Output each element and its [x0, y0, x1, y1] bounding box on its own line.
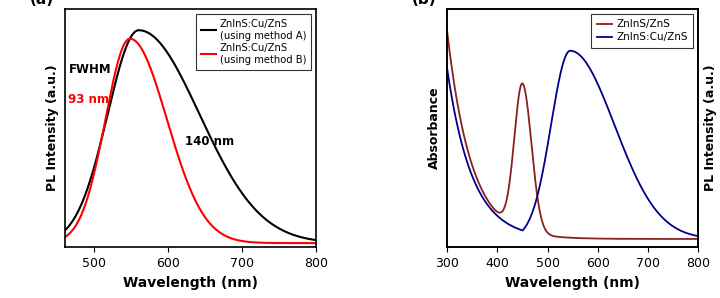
ZnInS:Cu/ZnS
(using method A) [312, 238, 320, 242]
ZnInS:Cu/ZnS [554, 79, 563, 83]
Text: (a): (a) [30, 0, 54, 7]
Text: FWHM: FWHM [68, 63, 111, 76]
ZnInS/ZnS [443, 28, 451, 32]
ZnInS/ZnS [567, 236, 575, 240]
ZnInS:Cu/ZnS [567, 49, 575, 53]
ZnInS:Cu/ZnS [443, 66, 451, 69]
ZnInS:Cu/ZnS
(using method B) [312, 241, 320, 245]
ZnInS:Cu/ZnS
(using method B) [307, 241, 315, 245]
ZnInS/ZnS [552, 235, 561, 238]
ZnInS:Cu/ZnS [552, 90, 561, 93]
Y-axis label: PL Intensity (a.u.): PL Intensity (a.u.) [46, 65, 59, 191]
ZnInS:Cu/ZnS
(using method A) [168, 58, 176, 62]
Legend: ZnInS:Cu/ZnS
(using method A), ZnInS:Cu/ZnS
(using method B): ZnInS:Cu/ZnS (using method A), ZnInS:Cu/… [196, 14, 311, 70]
ZnInS:Cu/ZnS
(using method A) [89, 168, 98, 171]
X-axis label: Wavelength (nm): Wavelength (nm) [123, 276, 258, 290]
ZnInS:Cu/ZnS
(using method A) [60, 229, 69, 232]
ZnInS:Cu/ZnS
(using method A) [307, 238, 315, 241]
ZnInS/ZnS [683, 237, 692, 241]
Text: (b): (b) [412, 0, 436, 7]
ZnInS:Cu/ZnS
(using method B) [89, 174, 98, 178]
ZnInS:Cu/ZnS
(using method B) [60, 235, 69, 239]
ZnInS/ZnS [696, 237, 705, 241]
ZnInS:Cu/ZnS
(using method A) [280, 229, 289, 233]
ZnInS:Cu/ZnS [704, 236, 713, 239]
Legend: ZnInS/ZnS, ZnInS:Cu/ZnS: ZnInS/ZnS, ZnInS:Cu/ZnS [592, 14, 693, 48]
ZnInS:Cu/ZnS [566, 49, 575, 52]
Text: 140 nm: 140 nm [184, 135, 234, 148]
ZnInS:Cu/ZnS
(using method B) [168, 135, 176, 139]
ZnInS:Cu/ZnS
(using method A) [104, 109, 113, 113]
ZnInS:Cu/ZnS [696, 235, 705, 238]
ZnInS:Cu/ZnS [633, 177, 642, 181]
ZnInS/ZnS [554, 235, 563, 239]
ZnInS:Cu/ZnS
(using method A) [135, 28, 143, 32]
ZnInS:Cu/ZnS [683, 232, 692, 235]
Text: 93 nm: 93 nm [68, 93, 109, 105]
ZnInS/ZnS [633, 237, 642, 241]
ZnInS:Cu/ZnS
(using method B) [280, 241, 289, 245]
ZnInS:Cu/ZnS
(using method B) [104, 103, 113, 106]
ZnInS:Cu/ZnS
(using method B) [157, 99, 166, 103]
X-axis label: Wavelength (nm): Wavelength (nm) [505, 276, 640, 290]
ZnInS:Cu/ZnS
(using method A) [157, 43, 166, 46]
ZnInS:Cu/ZnS
(using method B) [125, 37, 134, 41]
Line: ZnInS/ZnS: ZnInS/ZnS [447, 30, 708, 239]
Line: ZnInS:Cu/ZnS
(using method A): ZnInS:Cu/ZnS (using method A) [65, 30, 316, 240]
Line: ZnInS:Cu/ZnS: ZnInS:Cu/ZnS [447, 51, 708, 238]
Y-axis label: PL Intensity (a.u.): PL Intensity (a.u.) [704, 65, 717, 191]
Y-axis label: Absorbance: Absorbance [428, 87, 441, 170]
ZnInS/ZnS [704, 237, 713, 241]
Line: ZnInS:Cu/ZnS
(using method B): ZnInS:Cu/ZnS (using method B) [65, 39, 316, 243]
